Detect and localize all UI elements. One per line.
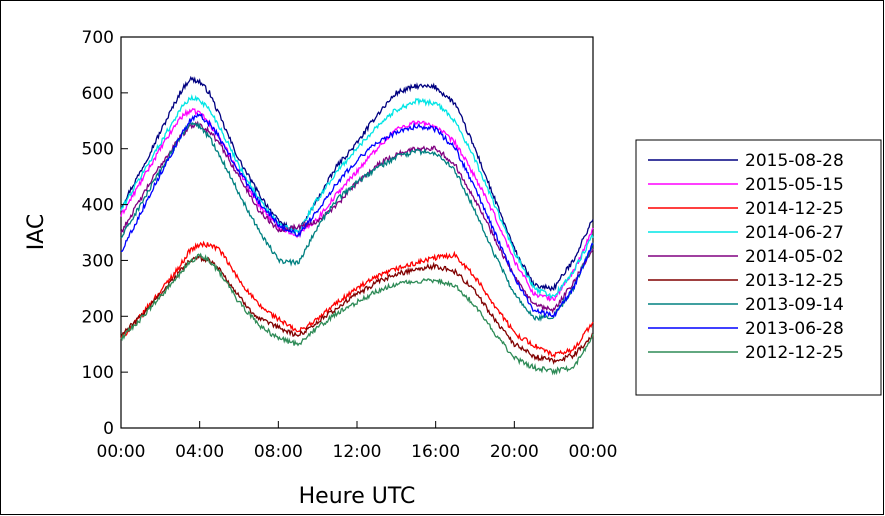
x-tick-label: 08:00 bbox=[254, 442, 303, 462]
legend-label: 2014-05-02 bbox=[745, 247, 844, 267]
legend-label: 2014-12-25 bbox=[745, 199, 844, 219]
series-line-2014-12-25 bbox=[120, 240, 594, 359]
x-axis: 00:00 04:00 08:00 12:00 16:00 20:00 00:00 bbox=[97, 421, 618, 462]
y-tick-label: 500 bbox=[82, 140, 114, 160]
series-line-2014-05-02 bbox=[120, 120, 594, 314]
series-line-2013-06-28 bbox=[120, 112, 594, 318]
legend-label: 2015-08-28 bbox=[745, 151, 844, 171]
x-tick-label: 16:00 bbox=[411, 442, 460, 462]
series-line-2015-08-28 bbox=[120, 75, 594, 292]
y-tick-label: 700 bbox=[82, 28, 114, 48]
y-tick-label: 0 bbox=[103, 419, 114, 439]
legend-label: 2012-12-25 bbox=[745, 343, 844, 363]
x-tick-label: 00:00 bbox=[97, 442, 146, 462]
y-axis-title: IAC bbox=[24, 214, 49, 251]
legend-label: 2013-12-25 bbox=[745, 271, 844, 291]
y-tick-label: 300 bbox=[82, 251, 114, 271]
series-line-2013-09-14 bbox=[120, 121, 594, 322]
y-axis: 0 100 200 300 400 500 600 700 bbox=[82, 28, 128, 439]
legend-label: 2015-05-15 bbox=[745, 175, 844, 195]
x-tick-label: 20:00 bbox=[490, 442, 539, 462]
y-tick-label: 100 bbox=[82, 363, 114, 383]
legend-label: 2013-06-28 bbox=[745, 319, 844, 339]
y-tick-label: 400 bbox=[82, 196, 114, 216]
x-tick-label: 12:00 bbox=[333, 442, 382, 462]
y-tick-label: 200 bbox=[82, 307, 114, 327]
series-line-2013-12-25 bbox=[120, 254, 594, 365]
legend: 2015-08-28 2015-05-15 2014-12-25 2014-06-27… bbox=[635, 139, 882, 396]
legend-label: 2014-06-27 bbox=[745, 223, 844, 243]
series-line-2015-05-15 bbox=[120, 107, 594, 302]
y-tick-label: 600 bbox=[82, 84, 114, 104]
x-tick-label: 04:00 bbox=[175, 442, 224, 462]
series-line-2012-12-25 bbox=[120, 252, 594, 376]
plot-area bbox=[120, 36, 594, 429]
x-tick-label: 00:00 bbox=[569, 442, 618, 462]
x-axis-title: Heure UTC bbox=[299, 484, 416, 509]
legend-label: 2013-09-14 bbox=[745, 295, 844, 315]
series-line-2014-06-27 bbox=[120, 93, 594, 299]
series-layer bbox=[120, 75, 594, 376]
